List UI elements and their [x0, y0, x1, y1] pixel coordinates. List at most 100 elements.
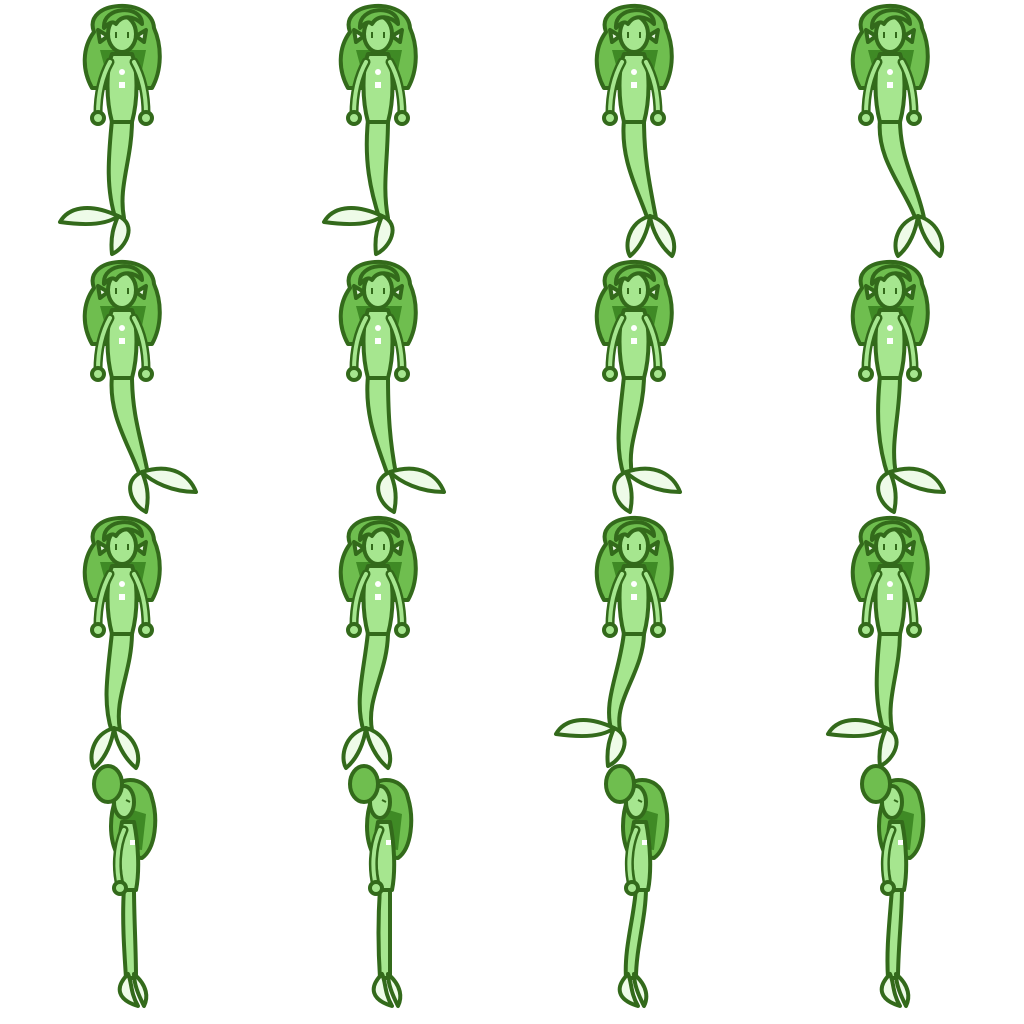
hand	[112, 880, 128, 896]
tail	[607, 630, 646, 734]
chest-gem	[375, 338, 381, 344]
ear-fin-left	[608, 284, 622, 300]
hair-bangs	[102, 8, 144, 30]
left-hand	[90, 110, 106, 126]
tail-fin	[117, 972, 140, 1008]
tail-fin	[554, 718, 616, 738]
tail-fin	[128, 470, 150, 514]
tail	[364, 118, 390, 222]
ear-fin-left	[608, 540, 622, 556]
tail-fin	[877, 726, 899, 768]
tail-fin	[617, 972, 640, 1008]
ear-fin-right	[646, 28, 660, 44]
ear-fin-right	[134, 540, 148, 556]
chest-gem	[375, 82, 381, 88]
tail	[365, 374, 398, 478]
right-hand	[650, 366, 666, 382]
right-hand	[138, 366, 154, 382]
tail	[621, 118, 658, 222]
chest-pearl	[119, 581, 125, 587]
tail-fin	[624, 466, 682, 494]
tail-fin	[632, 972, 649, 1008]
hair-bangs	[102, 520, 144, 542]
ear-fin-left	[96, 284, 110, 300]
chest-pearl	[887, 581, 893, 587]
tail	[616, 374, 646, 478]
ear-fin-right	[134, 284, 148, 300]
chest-pearl	[631, 69, 637, 75]
ear-fin-right	[390, 540, 404, 556]
sprite-frame-2-3	[826, 516, 930, 768]
ear-fin-right	[646, 540, 660, 556]
tail	[357, 630, 390, 734]
right-hand	[906, 366, 922, 382]
tail-fin	[879, 972, 902, 1008]
tail	[874, 630, 902, 734]
sprite-frame-1-2	[594, 260, 682, 514]
ear-fin-left	[608, 28, 622, 44]
left-hand	[602, 622, 618, 638]
tail	[885, 886, 904, 980]
chest-gem	[119, 594, 125, 600]
hand	[368, 880, 384, 896]
sprite-frame-1-3	[850, 260, 946, 514]
tail-fin	[648, 214, 677, 258]
tail-fin	[341, 726, 368, 770]
tail-fin	[322, 206, 384, 226]
tail-fin	[612, 470, 634, 514]
left-hand	[858, 110, 874, 126]
right-hand	[650, 622, 666, 638]
left-hand	[858, 622, 874, 638]
sprite-frame-1-1	[338, 260, 446, 514]
ear-fin-left	[96, 28, 110, 44]
hair-bangs	[358, 264, 400, 286]
tail-fin	[826, 718, 888, 738]
ear-fin-left	[864, 28, 878, 44]
chest-pearl	[119, 69, 125, 75]
hair-bangs	[614, 264, 656, 286]
tail	[623, 886, 648, 980]
sprite-frame-2-1	[338, 516, 418, 770]
sprite-frame-2-0	[82, 516, 162, 770]
ear-fin-left	[864, 284, 878, 300]
tail-fin	[376, 470, 398, 514]
right-hand	[394, 622, 410, 638]
right-hand	[394, 366, 410, 382]
tail-fin	[605, 726, 627, 768]
hair-front	[604, 764, 636, 804]
left-hand	[90, 622, 106, 638]
ear-fin-right	[390, 284, 404, 300]
tail-fin	[916, 214, 945, 258]
tail-fin	[371, 972, 394, 1008]
hair-bangs	[102, 264, 144, 286]
tail-fin	[893, 214, 920, 258]
tail-fin	[89, 726, 116, 770]
hair-front	[348, 764, 380, 804]
right-hand	[906, 622, 922, 638]
tail-fin	[386, 972, 403, 1008]
tail-fin	[132, 972, 149, 1008]
sprite-frame-2-2	[554, 516, 674, 768]
chest-gem	[119, 82, 125, 88]
chest-gem	[375, 594, 381, 600]
tail-fin	[364, 726, 393, 770]
ear-fin-left	[352, 284, 366, 300]
ear-fin-right	[902, 284, 916, 300]
chest-gem	[631, 338, 637, 344]
ear-fin-left	[352, 540, 366, 556]
tail-fin	[373, 214, 395, 256]
chest-gem	[887, 594, 893, 600]
sprite-frame-0-1	[322, 4, 418, 256]
tail-fin	[112, 726, 141, 770]
chest-gem	[119, 338, 125, 344]
left-hand	[602, 110, 618, 126]
chest-pearl	[631, 325, 637, 331]
chest-gem	[631, 594, 637, 600]
chest-gem	[631, 82, 637, 88]
sprite-frame-0-2	[594, 4, 677, 258]
hair-bangs	[358, 520, 400, 542]
hair-bangs	[614, 8, 656, 30]
tail	[109, 374, 150, 478]
ear-fin-right	[134, 28, 148, 44]
tail	[121, 886, 138, 980]
